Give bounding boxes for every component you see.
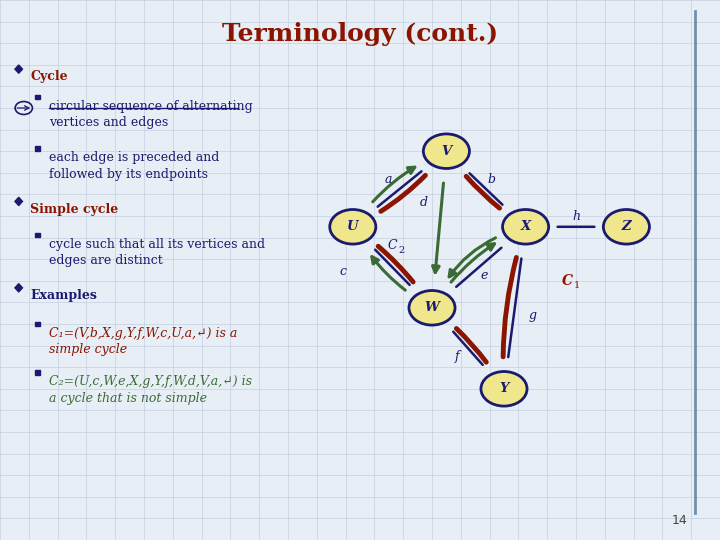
Text: Cycle: Cycle (30, 70, 68, 83)
Text: Simple cycle: Simple cycle (30, 202, 119, 215)
Circle shape (423, 134, 469, 168)
Polygon shape (35, 322, 40, 326)
Text: h: h (572, 210, 580, 222)
Polygon shape (15, 284, 22, 292)
Circle shape (409, 291, 455, 325)
Text: W: W (425, 301, 439, 314)
Polygon shape (15, 197, 22, 206)
Text: Examples: Examples (30, 289, 97, 302)
Text: C: C (562, 274, 573, 288)
Text: circular sequence of alternating
vertices and edges: circular sequence of alternating vertice… (49, 100, 253, 130)
Text: C₂=(U,c,W,e,X,g,Y,f,W,d,V,a,↵) is
a cycle that is not simple: C₂=(U,c,W,e,X,g,Y,f,W,d,V,a,↵) is a cycl… (49, 375, 252, 405)
Text: g: g (528, 309, 537, 322)
Circle shape (481, 372, 527, 406)
Text: X: X (521, 220, 531, 233)
Circle shape (330, 210, 376, 244)
Text: e: e (480, 269, 487, 282)
Text: d: d (419, 196, 428, 209)
Text: b: b (487, 173, 495, 186)
Text: 2: 2 (399, 246, 405, 254)
Text: U: U (347, 220, 359, 233)
Polygon shape (35, 233, 40, 237)
Text: 1: 1 (574, 281, 580, 289)
Text: Y: Y (499, 382, 509, 395)
Polygon shape (35, 95, 40, 99)
Text: cycle such that all its vertices and
edges are distinct: cycle such that all its vertices and edg… (49, 238, 265, 267)
Polygon shape (35, 370, 40, 375)
Polygon shape (35, 146, 40, 151)
Text: Terminology (cont.): Terminology (cont.) (222, 22, 498, 45)
Text: 14: 14 (672, 514, 688, 526)
Text: Z: Z (621, 220, 631, 233)
Text: f: f (455, 350, 459, 363)
Polygon shape (15, 65, 22, 73)
Text: c: c (339, 265, 346, 278)
Text: C: C (387, 239, 397, 252)
Text: a: a (385, 173, 392, 186)
Circle shape (603, 210, 649, 244)
Circle shape (503, 210, 549, 244)
Text: C₁=(V,b,X,g,Y,f,W,c,U,a,↵) is a
simple cycle: C₁=(V,b,X,g,Y,f,W,c,U,a,↵) is a simple c… (49, 327, 238, 356)
Text: V: V (441, 145, 451, 158)
Text: each edge is preceded and
followed by its endpoints: each edge is preceded and followed by it… (49, 151, 220, 181)
